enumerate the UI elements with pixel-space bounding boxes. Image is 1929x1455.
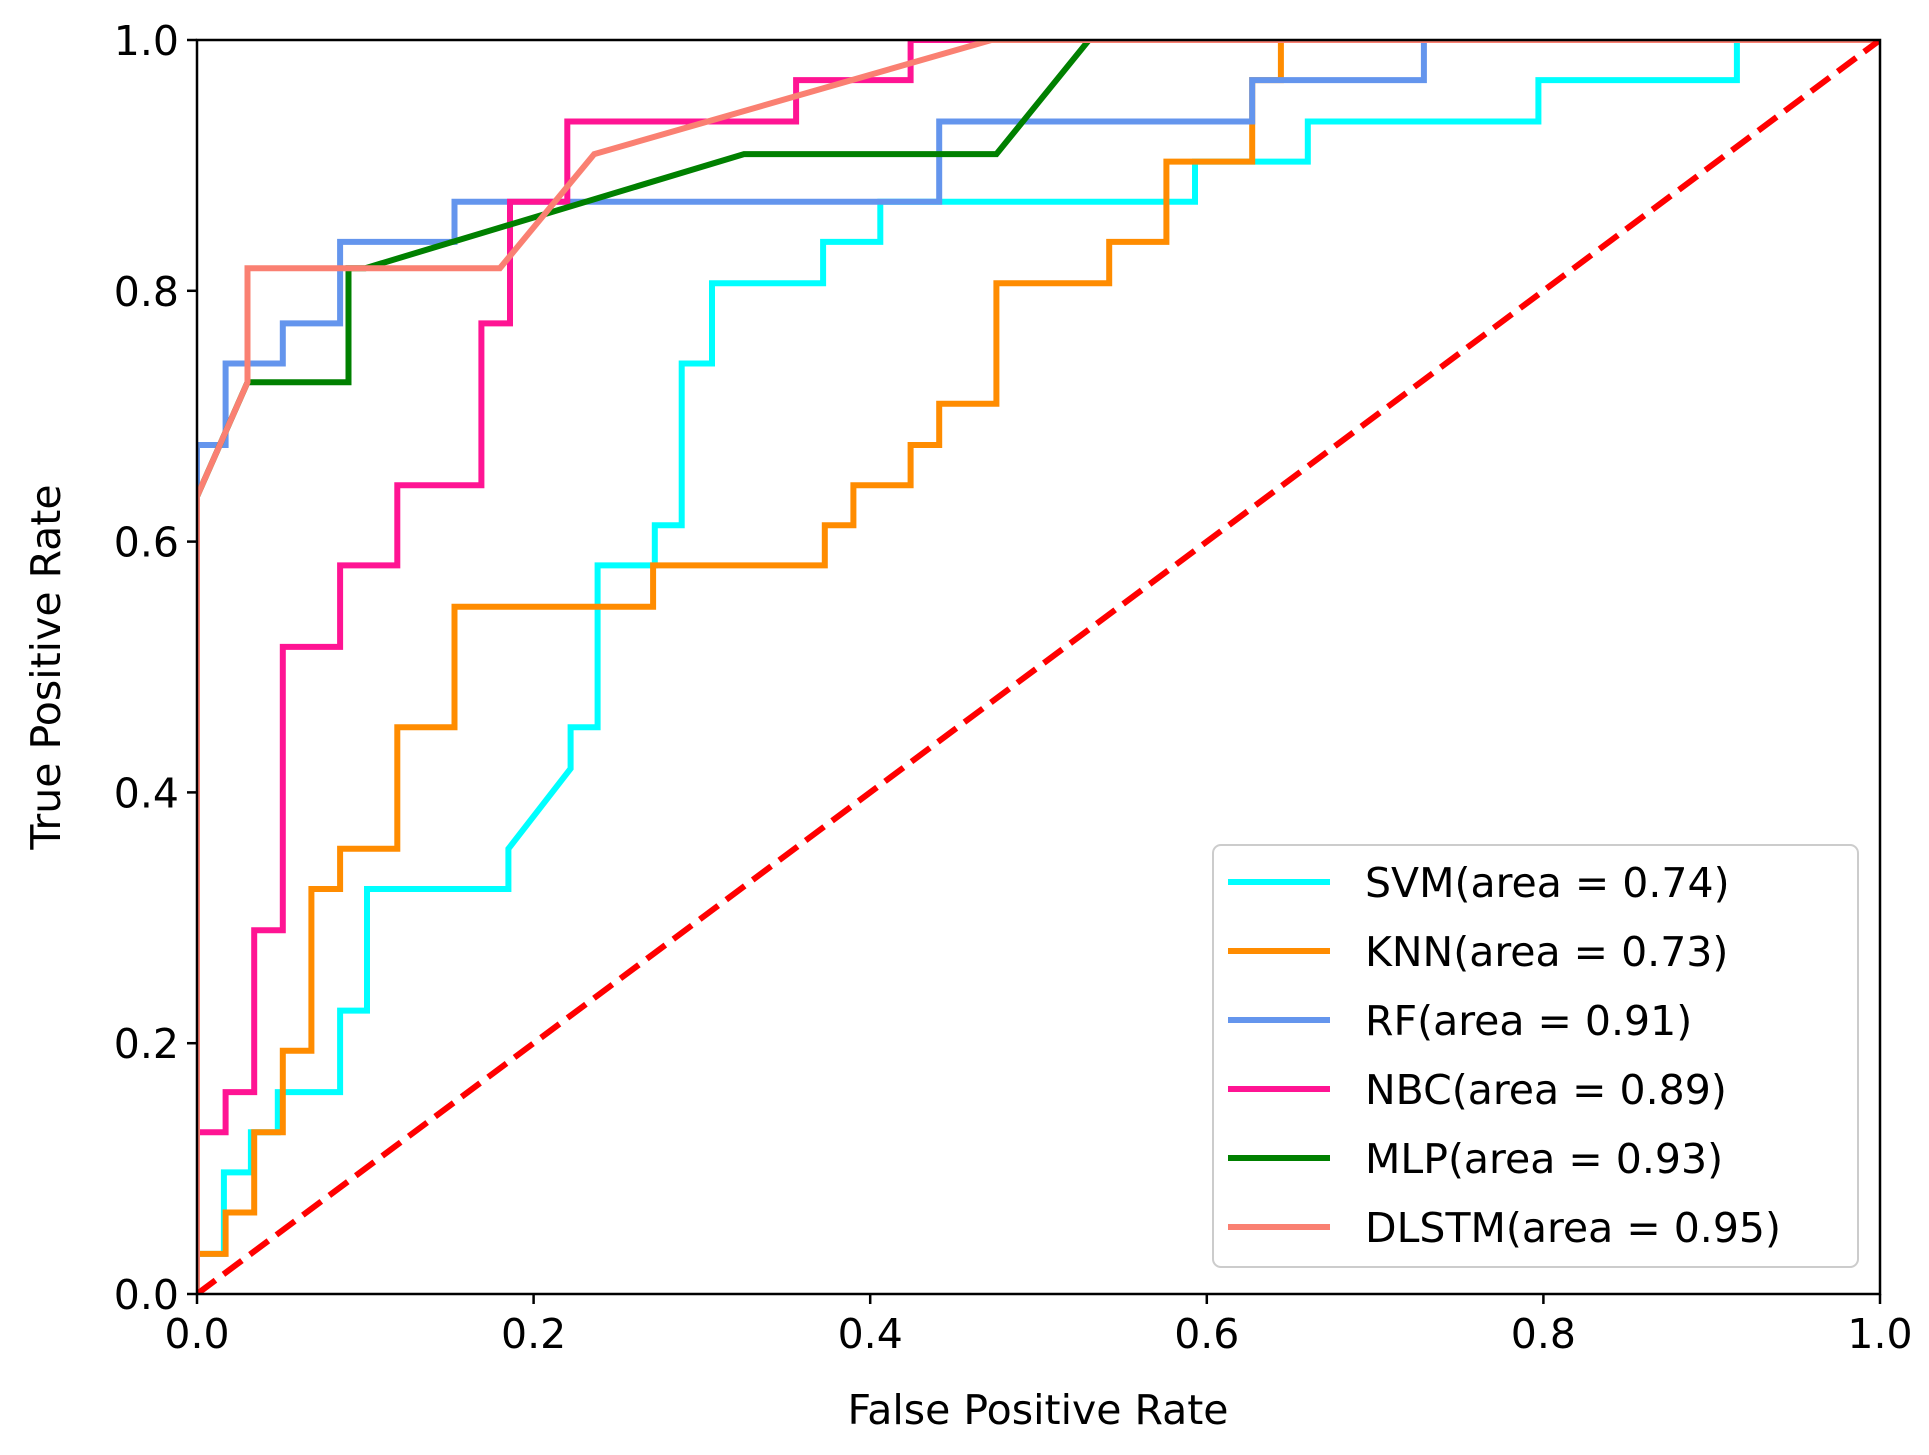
plot-frame	[195, 38, 1882, 1296]
roc-curve-1	[197, 40, 1880, 1294]
legend-box	[1212, 844, 1859, 1268]
y-tick-label: 0.8	[114, 268, 179, 316]
chance-reference-line	[197, 40, 1880, 1294]
y-tick-label: 1.0	[114, 17, 179, 65]
legend-label-1: KNN(area = 0.73)	[1365, 928, 1728, 976]
x-tick-label: 0.6	[1174, 1310, 1239, 1358]
x-tick-label: 1.0	[1847, 1310, 1912, 1358]
x-tick-label: 0.8	[1511, 1310, 1576, 1358]
roc-curves	[197, 40, 1880, 1294]
legend-label-5: DLSTM(area = 0.95)	[1365, 1204, 1781, 1252]
legend-label-0: SVM(area = 0.74)	[1365, 859, 1730, 907]
y-tick-label: 0.2	[114, 1020, 179, 1068]
roc-curve-3	[197, 40, 1880, 1294]
x-tick-label: 0.2	[501, 1310, 566, 1358]
y-tick-label: 0.6	[114, 519, 179, 567]
x-axis-ticks: 0.0 0.2 0.4 0.6 0.8 1.0	[164, 1294, 1913, 1358]
x-tick-label: 0.0	[164, 1310, 229, 1358]
y-axis-ticks: 0.0 0.2 0.4 0.6 0.8 1.0	[114, 17, 197, 1319]
legend-label-4: MLP(area = 0.93)	[1365, 1135, 1723, 1183]
y-axis-label: True Positive Rate	[22, 484, 70, 850]
y-tick-label: 0.0	[114, 1271, 179, 1319]
x-tick-label: 0.4	[838, 1310, 903, 1358]
x-axis-label: False Positive Rate	[847, 1386, 1228, 1434]
roc-curve-5	[197, 40, 1880, 1294]
legend-label-3: NBC(area = 0.89)	[1365, 1066, 1727, 1114]
y-tick-label: 0.4	[114, 769, 179, 817]
legend-label-2: RF(area = 0.91)	[1365, 997, 1692, 1045]
legend: SVM(area = 0.74) KNN(area = 0.73) RF(area …	[1212, 844, 1859, 1268]
